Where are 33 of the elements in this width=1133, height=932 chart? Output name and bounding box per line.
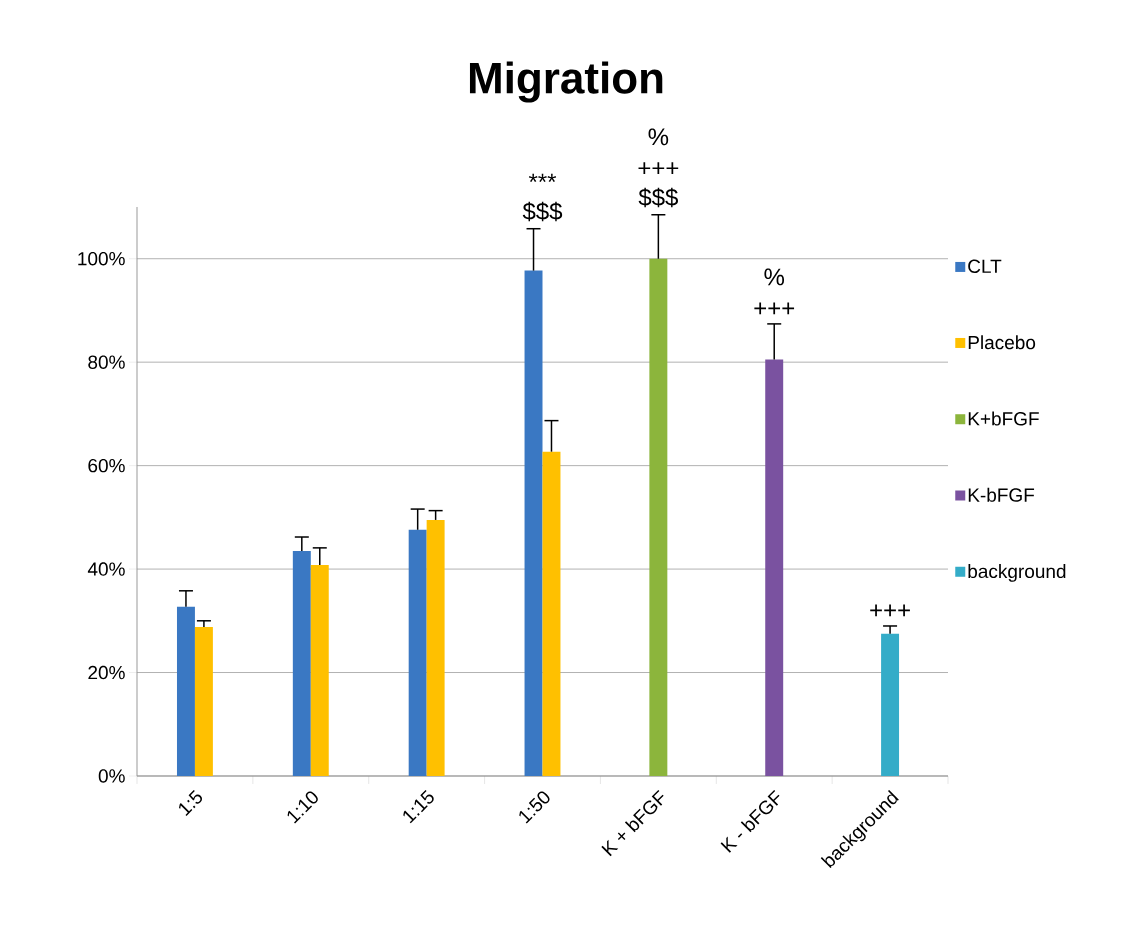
bar	[310, 564, 329, 776]
x-tick-label: 1:10	[287, 791, 318, 824]
annotation: %	[764, 268, 785, 286]
legend-label: K+bFGF	[968, 411, 1039, 426]
legend-label: CLT	[968, 259, 1002, 274]
annotation: $$$	[522, 201, 563, 222]
bar	[649, 258, 668, 776]
annotation: %	[648, 128, 669, 146]
annotation: +++	[870, 604, 910, 617]
legend-label: background	[968, 564, 1066, 582]
y-tick-label: 80%	[88, 355, 125, 369]
y-tick-label: 0%	[98, 769, 125, 783]
bar	[426, 519, 445, 776]
annotation: ***	[528, 173, 557, 183]
y-tick-label: 40%	[87, 562, 125, 576]
bar	[194, 627, 213, 776]
y-tick-label: 100%	[78, 251, 125, 266]
bar	[881, 633, 900, 776]
bar	[292, 550, 311, 776]
x-tick-label: 1:5	[179, 790, 203, 816]
annotation: +++	[638, 162, 679, 175]
legend-label: Placebo	[968, 335, 1036, 350]
bar	[408, 529, 427, 776]
legend-label: K-bFGF	[968, 487, 1035, 502]
y-tick-label: 60%	[88, 458, 125, 473]
y-tick-label: 20%	[88, 665, 125, 680]
bar	[176, 606, 195, 776]
bar	[765, 359, 784, 776]
annotation: +++	[754, 302, 795, 315]
bar	[524, 270, 543, 776]
annotation: $$$	[638, 187, 678, 208]
chart-title: Migration	[469, 61, 663, 103]
bar	[542, 451, 561, 776]
